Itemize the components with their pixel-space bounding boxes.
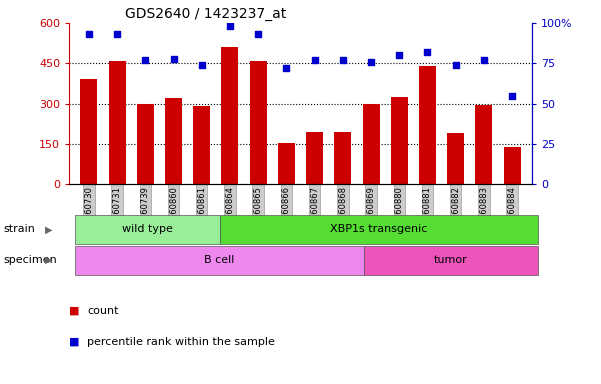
Point: [84, 31, 94, 37]
Bar: [447, 133, 464, 184]
Bar: [504, 147, 520, 184]
Point: [338, 57, 347, 63]
Point: [197, 62, 207, 68]
Bar: [391, 97, 407, 184]
Point: [451, 62, 460, 68]
Text: ▶: ▶: [45, 224, 52, 235]
Point: [225, 23, 235, 29]
Text: XBP1s transgenic: XBP1s transgenic: [330, 224, 427, 235]
Point: [310, 57, 319, 63]
Text: count: count: [87, 306, 118, 316]
Point: [366, 59, 376, 65]
Text: ▶: ▶: [45, 255, 52, 265]
Bar: [194, 106, 210, 184]
Bar: [475, 105, 492, 184]
Text: wild type: wild type: [122, 224, 172, 235]
Bar: [137, 104, 154, 184]
Bar: [249, 61, 267, 184]
Text: ■: ■: [69, 337, 79, 347]
Bar: [109, 61, 126, 184]
Point: [507, 93, 517, 99]
Text: ■: ■: [69, 306, 79, 316]
Point: [479, 57, 489, 63]
Point: [141, 57, 150, 63]
Text: B cell: B cell: [204, 255, 235, 265]
Bar: [165, 98, 182, 184]
Point: [282, 65, 291, 71]
Bar: [334, 132, 352, 184]
Text: specimen: specimen: [3, 255, 56, 265]
Point: [423, 49, 432, 55]
Text: tumor: tumor: [434, 255, 468, 265]
Text: strain: strain: [3, 224, 35, 235]
Bar: [81, 79, 97, 184]
Bar: [419, 66, 436, 184]
Point: [169, 55, 178, 61]
Bar: [278, 143, 295, 184]
Point: [394, 52, 404, 58]
Point: [112, 31, 122, 37]
Text: percentile rank within the sample: percentile rank within the sample: [87, 337, 275, 347]
Bar: [362, 104, 379, 184]
Point: [254, 31, 263, 37]
Bar: [306, 132, 323, 184]
Bar: [222, 47, 239, 184]
Text: GDS2640 / 1423237_at: GDS2640 / 1423237_at: [124, 7, 286, 21]
